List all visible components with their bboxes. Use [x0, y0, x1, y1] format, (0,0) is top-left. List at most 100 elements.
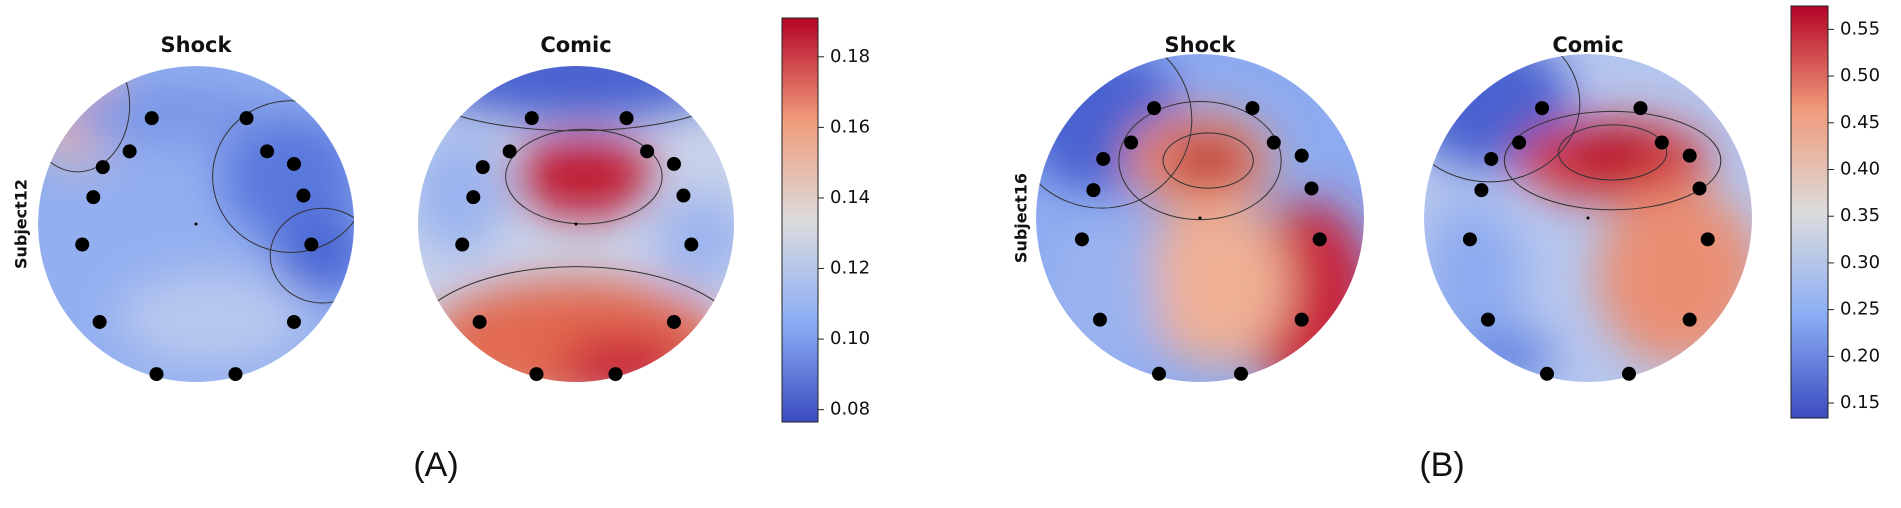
electrode [296, 188, 311, 203]
electrode [676, 188, 691, 203]
contour [212, 100, 354, 253]
electrode [1512, 135, 1527, 150]
electrode [1633, 101, 1648, 116]
map-title: Shock [1165, 33, 1237, 57]
map-title: Comic [1552, 33, 1623, 57]
topomap [1036, 54, 1364, 382]
topomap [418, 66, 734, 382]
electrode [472, 314, 487, 329]
electrode [529, 367, 544, 382]
head-center [1198, 216, 1202, 220]
contour [418, 66, 734, 132]
heat-blob [418, 66, 734, 122]
topomap [1424, 54, 1752, 382]
contour [1503, 110, 1722, 211]
electrode [502, 144, 517, 159]
electrode [1086, 183, 1101, 198]
map-title: Comic [540, 33, 611, 57]
tick-label: 0.25 [1840, 299, 1880, 320]
head-center [1586, 216, 1590, 220]
electrode [1092, 312, 1107, 327]
contour [505, 128, 663, 225]
heat-blob [512, 137, 656, 217]
electrode [1462, 232, 1477, 247]
head-center [194, 222, 198, 226]
heat-blob [1563, 129, 1662, 176]
electrode [92, 314, 107, 329]
contour [1118, 101, 1282, 221]
contour [418, 266, 734, 382]
y-axis-label: Subject12 [12, 179, 31, 269]
colorbar [781, 17, 819, 423]
heat-blob [560, 334, 687, 382]
electrode [1535, 101, 1550, 116]
electrode [304, 237, 319, 252]
tick-label: 0.18 [830, 46, 870, 67]
electrode [1682, 148, 1697, 163]
electrode [1245, 101, 1260, 116]
electrode [286, 156, 301, 171]
tick-label: 0.08 [830, 399, 870, 420]
tick-label: 0.50 [1840, 65, 1880, 86]
panel-caption: (B) [1419, 446, 1464, 484]
electrode [619, 111, 634, 126]
electrode [228, 367, 243, 382]
tick-label: 0.45 [1840, 112, 1880, 133]
electrode [1312, 232, 1327, 247]
electrode [1692, 181, 1707, 196]
heat-blob [1044, 218, 1159, 382]
head-center [574, 222, 578, 226]
electrode [239, 111, 254, 126]
heat-blob [117, 271, 307, 367]
tick-label: 0.40 [1840, 158, 1880, 179]
electrode [1700, 232, 1715, 247]
tick-label: 0.14 [830, 187, 870, 208]
electrode [1474, 183, 1489, 198]
electrode [144, 111, 159, 126]
electrode [75, 237, 90, 252]
electrode [86, 190, 101, 205]
contour [1424, 54, 1581, 183]
electrode [666, 314, 681, 329]
tick-label: 0.35 [1840, 205, 1880, 226]
contour [1036, 54, 1193, 209]
tick-label: 0.12 [830, 258, 870, 279]
y-axis-label: Subject16 [1012, 173, 1031, 263]
heat-blob [53, 81, 276, 145]
contour [1557, 124, 1668, 181]
electrode [286, 314, 301, 329]
tick-label: 0.15 [1840, 392, 1880, 413]
electrode [1480, 312, 1495, 327]
electrode [1096, 151, 1111, 166]
electrode [1540, 366, 1554, 381]
electrode [1294, 148, 1309, 163]
contour [38, 66, 131, 173]
heat-blob [275, 216, 354, 296]
tick-label: 0.30 [1840, 252, 1880, 273]
electrode [475, 160, 490, 175]
electrode [684, 237, 699, 252]
electrode [455, 237, 470, 252]
electrode [1147, 101, 1162, 116]
electrode [466, 190, 481, 205]
electrode [122, 144, 137, 159]
contour [269, 207, 354, 304]
electrode [1266, 135, 1281, 150]
electrode [95, 160, 110, 175]
electrode [1304, 181, 1319, 196]
heat-blob [1167, 137, 1250, 184]
electrode [1074, 232, 1089, 247]
map-title: Shock [161, 33, 233, 57]
electrode [666, 156, 681, 171]
tick-label: 0.16 [830, 116, 870, 137]
electrode [1234, 366, 1248, 381]
electrode [1622, 366, 1636, 381]
electrode [640, 144, 655, 159]
electrode [1654, 135, 1669, 150]
electrode [524, 111, 539, 126]
contour [1162, 132, 1254, 189]
heat-blob [418, 129, 505, 256]
electrode [1152, 366, 1166, 381]
electrode [1124, 135, 1139, 150]
